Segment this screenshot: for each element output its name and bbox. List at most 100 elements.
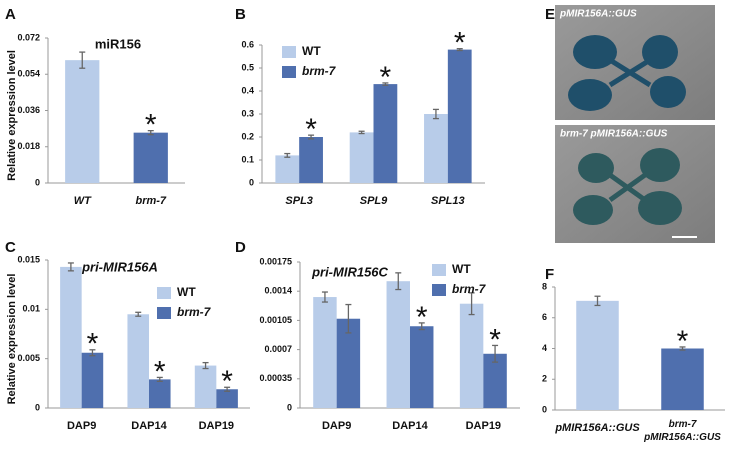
legend-label: brm-7 — [302, 64, 337, 78]
y-tick-label: 0.6 — [241, 39, 254, 49]
y-tick-label: 0.00105 — [259, 315, 292, 325]
bar — [336, 318, 361, 408]
x-tick-label: DAP9 — [322, 420, 351, 432]
significance-label: * — [87, 328, 99, 361]
significance-label: * — [489, 323, 501, 356]
panel-letter: F — [545, 266, 554, 283]
y-tick-label: 0.4 — [241, 85, 254, 95]
bar — [127, 314, 149, 408]
chart-title: miR156 — [95, 36, 141, 51]
y-tick-label: 0.3 — [241, 108, 254, 118]
significance-label: * — [154, 355, 166, 388]
legend-swatch — [282, 66, 296, 78]
bar — [661, 348, 704, 410]
legend-label: brm-7 — [452, 282, 487, 296]
panel-letter: C — [5, 239, 16, 256]
y-axis-label: Relative expression level — [6, 274, 18, 405]
y-tick-label: 0.5 — [241, 62, 254, 72]
y-tick-label: 8 — [542, 281, 547, 291]
significance-label: * — [454, 27, 466, 60]
seedling — [568, 35, 686, 111]
bar — [483, 353, 507, 408]
bar — [576, 300, 619, 410]
x-tick-label: DAP19 — [466, 420, 501, 432]
y-tick-label: 0.1 — [241, 154, 254, 164]
bar — [424, 114, 448, 183]
bar — [81, 352, 104, 408]
y-tick-label: 0.01 — [22, 304, 40, 314]
x-tick-label: brm-7 pMIR156A::GUS — [643, 419, 721, 443]
bar — [313, 297, 337, 408]
significance-label: * — [416, 301, 428, 334]
bar — [216, 389, 238, 408]
y-tick-label: 0.018 — [17, 141, 40, 151]
legend-swatch — [432, 264, 446, 276]
panel-letter: E — [545, 6, 555, 23]
significance-label: * — [221, 365, 233, 398]
y-tick-label: 0.0007 — [264, 344, 292, 354]
x-tick-label: DAP19 — [199, 420, 234, 432]
y-tick-label: 0 — [542, 404, 547, 414]
legend-label: WT — [452, 262, 471, 276]
y-axis-label: Relative expression level — [6, 50, 18, 181]
legend-swatch — [282, 46, 296, 58]
seedling — [573, 148, 682, 225]
y-tick-label: 0 — [249, 177, 254, 187]
x-tick-label: SPL3 — [285, 195, 313, 207]
y-tick-label: 0.00175 — [259, 256, 292, 266]
panel-letter: A — [5, 6, 16, 23]
bar — [447, 49, 472, 183]
y-tick-label: 0 — [35, 402, 40, 412]
y-tick-label: 0.015 — [17, 254, 40, 264]
x-tick-label: SPL9 — [360, 195, 388, 207]
y-tick-label: 0 — [35, 177, 40, 187]
legend-swatch — [432, 284, 446, 296]
legend-swatch — [157, 307, 171, 319]
x-tick-label: brm-7 — [135, 195, 166, 207]
image-caption: brm-7 pMIR156A::GUS — [560, 129, 668, 140]
bar — [149, 379, 171, 408]
chart-title: pri-MIR156C — [311, 264, 388, 279]
panel-letter: D — [235, 239, 246, 256]
bar — [133, 132, 168, 183]
x-tick-label: SPL13 — [431, 195, 465, 207]
chart-title: pri-MIR156A — [81, 259, 158, 274]
image-panel: E pMIR156A::GUS brm-7 pMIR156A::GUS — [545, 5, 715, 243]
bar — [410, 326, 434, 408]
y-tick-label: 0.072 — [17, 32, 40, 42]
x-tick-label: DAP14 — [131, 420, 167, 432]
y-tick-label: 6 — [542, 312, 547, 322]
significance-label: * — [305, 113, 317, 146]
significance-label: * — [380, 61, 392, 94]
bar — [299, 137, 323, 183]
x-tick-label: WT — [74, 195, 92, 207]
y-tick-label: 4 — [542, 343, 547, 353]
bar — [275, 155, 300, 183]
legend-label: WT — [177, 285, 196, 299]
x-tick-label: DAP14 — [392, 420, 428, 432]
bar — [349, 132, 374, 183]
legend-swatch — [157, 287, 171, 299]
significance-label: * — [677, 325, 689, 358]
y-tick-label: 0.005 — [17, 353, 40, 363]
bar — [373, 84, 398, 183]
y-tick-label: 0.00035 — [259, 373, 292, 383]
bar — [386, 281, 410, 408]
x-tick-label: pMIR156A::GUS — [554, 422, 640, 434]
y-tick-label: 2 — [542, 374, 547, 384]
x-tick-label: DAP9 — [67, 420, 96, 432]
bar — [65, 60, 100, 183]
bar — [459, 303, 484, 408]
legend-label: WT — [302, 44, 321, 58]
y-tick-label: 0.036 — [17, 105, 40, 115]
bar — [60, 266, 82, 408]
legend-label: brm-7 — [177, 305, 212, 319]
y-tick-label: 0.2 — [241, 131, 254, 141]
y-tick-label: 0.054 — [17, 69, 40, 79]
y-tick-label: 0.0014 — [264, 286, 292, 296]
significance-label: * — [145, 109, 157, 142]
panel-letter: B — [235, 6, 246, 23]
image-caption: pMIR156A::GUS — [559, 9, 637, 20]
y-tick-label: 0 — [287, 402, 292, 412]
